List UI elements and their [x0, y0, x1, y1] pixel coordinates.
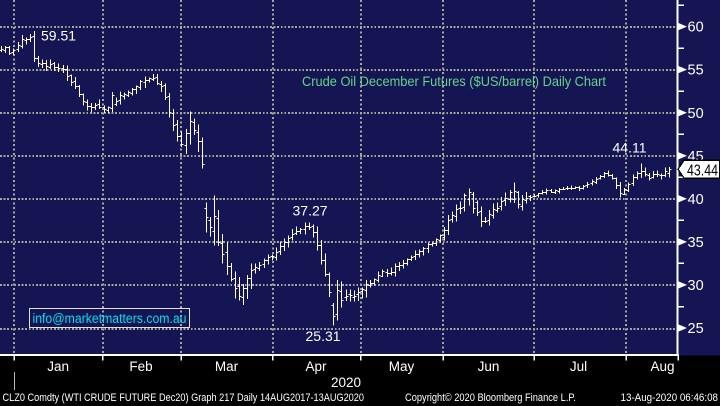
svg-text:25: 25 [688, 321, 704, 337]
svg-text:Aug: Aug [650, 359, 674, 374]
svg-text:50: 50 [688, 106, 704, 122]
svg-text:CLZ0 Comdty (WTI CRUDE FUTURE: CLZ0 Comdty (WTI CRUDE FUTURE Dec20) Gra… [3, 392, 365, 404]
svg-text:55: 55 [688, 63, 704, 79]
svg-text:May: May [389, 359, 415, 374]
svg-text:30: 30 [688, 278, 704, 294]
svg-text:13-Aug-2020 06:46:08: 13-Aug-2020 06:46:08 [621, 392, 719, 404]
svg-text:Jun: Jun [478, 359, 500, 374]
svg-text:Apr: Apr [305, 359, 327, 374]
svg-text:44.11: 44.11 [613, 140, 647, 156]
svg-text:Jul: Jul [570, 359, 587, 374]
svg-text:40: 40 [688, 192, 704, 208]
svg-text:37.27: 37.27 [293, 203, 328, 219]
svg-text:Jan: Jan [47, 359, 69, 374]
svg-text:info@marketmatters.com.au: info@marketmatters.com.au [33, 311, 187, 326]
svg-text:Feb: Feb [129, 359, 152, 374]
svg-text:60: 60 [688, 20, 704, 36]
svg-text:Crude Oil December Futures ($U: Crude Oil December Futures ($US/barrel) … [302, 73, 606, 89]
svg-text:2020: 2020 [331, 375, 361, 390]
svg-text:Copyright© 2020 Bloomberg Fina: Copyright© 2020 Bloomberg Finance L.P. [405, 392, 576, 404]
svg-text:25.31: 25.31 [306, 328, 341, 344]
svg-text:59.51: 59.51 [41, 28, 76, 44]
svg-text:43.44: 43.44 [687, 162, 718, 179]
svg-text:Mar: Mar [215, 359, 239, 374]
svg-text:35: 35 [688, 235, 704, 251]
